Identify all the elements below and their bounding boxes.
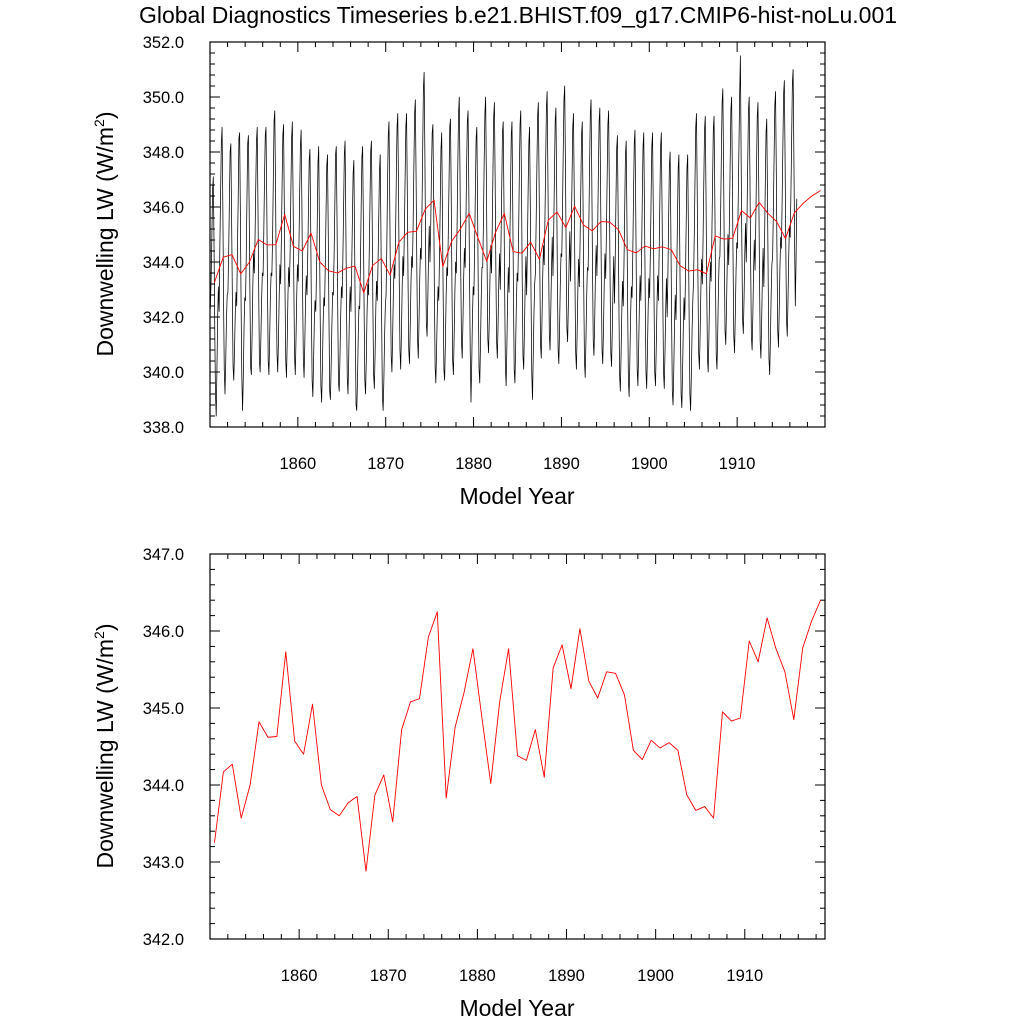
- bottom-y-axis-label-main: Downwelling LW (W/m: [92, 639, 118, 869]
- top-plot-frame: [209, 41, 826, 428]
- top-x-tick-label: 1890: [543, 455, 580, 473]
- top-y-tick-label: 352.0: [143, 34, 184, 52]
- bottom-y-tick-label: 343.0: [143, 854, 184, 872]
- bottom-x-ticks: 1860 1870 1880 1890 1900 1910: [209, 554, 817, 985]
- bottom-x-tick-label: 1870: [370, 967, 407, 985]
- top-y-axis-label-sup: 2: [91, 119, 107, 127]
- top-x-ticks: 1860 1870 1880 1890 1900 1910: [209, 42, 826, 473]
- bottom-y-tick-label: 344.0: [143, 777, 184, 795]
- top-x-axis-label: Model Year: [459, 483, 574, 509]
- top-y-tick-label: 338.0: [143, 419, 184, 437]
- bottom-panel: Model Year Downwelling LW (W/m2) 1860 187…: [91, 546, 826, 1021]
- figure-title: Global Diagnostics Timeseries b.e21.BHIS…: [139, 2, 897, 28]
- bottom-x-axis-label: Model Year: [459, 995, 574, 1021]
- top-y-tick-label: 340.0: [143, 364, 184, 382]
- bottom-y-axis-label-sup: 2: [91, 631, 107, 639]
- bottom-y-axis-label: Downwelling LW (W/m2): [91, 623, 118, 868]
- bottom-series-annual-line: [214, 600, 821, 872]
- top-series-monthly-line: [209, 55, 798, 417]
- bottom-x-tick-label: 1880: [459, 967, 496, 985]
- bottom-x-tick-label: 1910: [726, 967, 763, 985]
- top-y-ticks: 338.0 340.0 342.0 344.0 346.0 348.0 350.0 352.0: [143, 34, 825, 437]
- top-x-tick-label: 1880: [455, 455, 492, 473]
- top-y-tick-label: 342.0: [143, 309, 184, 327]
- top-panel: Model Year Downwelling LW (W/m2) 1860 187…: [91, 34, 826, 509]
- top-y-axis-label-main: Downwelling LW (W/m: [92, 127, 118, 357]
- top-series-annual-line: [213, 190, 821, 294]
- top-x-tick-label: 1860: [279, 455, 316, 473]
- bottom-x-tick-label: 1900: [637, 967, 674, 985]
- top-y-tick-label: 350.0: [143, 89, 184, 107]
- top-x-tick-label: 1910: [719, 455, 756, 473]
- top-y-axis-label-close: ): [92, 111, 118, 119]
- top-x-tick-label: 1870: [367, 455, 404, 473]
- bottom-plot-frame: [209, 553, 826, 940]
- top-y-tick-label: 346.0: [143, 199, 184, 217]
- top-x-tick-label: 1900: [631, 455, 668, 473]
- bottom-y-tick-label: 345.0: [143, 700, 184, 718]
- bottom-x-tick-label: 1860: [281, 967, 318, 985]
- top-y-tick-label: 344.0: [143, 254, 184, 272]
- bottom-y-axis-label-close: ): [92, 623, 118, 631]
- bottom-y-ticks: 342.0 343.0 344.0 345.0 346.0 347.0: [143, 546, 825, 949]
- bottom-y-tick-label: 346.0: [143, 623, 184, 641]
- bottom-x-tick-label: 1890: [548, 967, 585, 985]
- bottom-y-tick-label: 342.0: [143, 931, 184, 949]
- top-y-axis-label: Downwelling LW (W/m2): [91, 111, 118, 356]
- top-y-tick-label: 348.0: [143, 144, 184, 162]
- bottom-y-tick-label: 347.0: [143, 546, 184, 564]
